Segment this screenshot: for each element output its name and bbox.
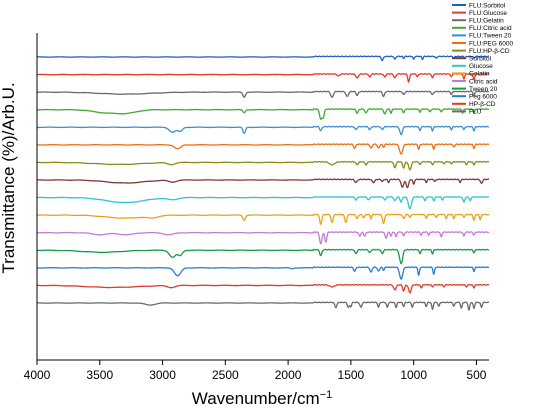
spectrum-line-5 bbox=[36, 125, 490, 136]
legend-label: FLU:Sorbitol bbox=[469, 2, 506, 9]
legend-label: Glucose bbox=[469, 63, 493, 70]
x-tick-label: 1000 bbox=[400, 368, 427, 382]
x-tick-label: 2000 bbox=[275, 368, 302, 382]
legend-label: FLU:Tween 20 bbox=[469, 33, 512, 40]
plot-lines bbox=[36, 55, 490, 311]
legend-label: Tween 20 bbox=[469, 86, 498, 93]
x-tick-label: 3500 bbox=[86, 368, 113, 382]
spectrum-line-9 bbox=[36, 196, 490, 210]
legend-label: HP-β-CD bbox=[469, 101, 496, 108]
spectrum-line-10 bbox=[36, 213, 490, 225]
spectrum-line-13 bbox=[36, 266, 490, 280]
spectrum-line-3 bbox=[36, 90, 490, 98]
x-axis-label-superscript: −1 bbox=[320, 389, 333, 401]
y-axis-label: Transmittance (%)/Arb.U. bbox=[0, 82, 18, 273]
spectrum-line-8 bbox=[36, 178, 490, 189]
legend: FLU:SorbitolFLU:GlucoseFLU:GelatinFLU:Ci… bbox=[452, 2, 513, 116]
legend-label: FLU bbox=[469, 109, 482, 116]
spectrum-line-6 bbox=[36, 143, 490, 155]
legend-label: Sorbitol bbox=[469, 56, 492, 63]
x-axis-label-text: Wavenumber/cm bbox=[192, 389, 320, 408]
legend-label: FLU:HP-β-CD bbox=[469, 48, 510, 55]
spectrum-line-2 bbox=[36, 73, 490, 83]
x-tick-label: 4000 bbox=[24, 368, 51, 382]
x-tick-label: 500 bbox=[466, 368, 486, 382]
legend-label: FLU:Gelatin bbox=[469, 18, 504, 25]
spectrum-line-1 bbox=[36, 55, 490, 62]
x-tick-label: 3000 bbox=[149, 368, 176, 382]
legend-label: Peg 6000 bbox=[469, 94, 497, 101]
spectrum-line-15 bbox=[36, 301, 490, 311]
spectrum-line-11 bbox=[36, 231, 490, 245]
legend-label: FLU:Citric acid bbox=[469, 25, 512, 32]
legend-label: FLU:PEG 6000 bbox=[469, 40, 513, 47]
spectrum-line-14 bbox=[36, 283, 490, 294]
x-axis-label: Wavenumber/cm−1 bbox=[192, 389, 332, 408]
x-tick-label: 1500 bbox=[338, 368, 365, 382]
x-tick-label: 2500 bbox=[212, 368, 239, 382]
legend-label: Gelatin bbox=[469, 71, 490, 78]
spectrum-line-7 bbox=[36, 160, 490, 171]
legend-label: Citric acid bbox=[469, 78, 498, 85]
spectrum-line-4 bbox=[36, 108, 490, 120]
legend-label: FLU:Glucose bbox=[469, 10, 507, 17]
spectrum-line-12 bbox=[36, 248, 490, 265]
x-axis: 4000 3500 3000 2500 2000 1500 1000 500 bbox=[24, 359, 489, 382]
